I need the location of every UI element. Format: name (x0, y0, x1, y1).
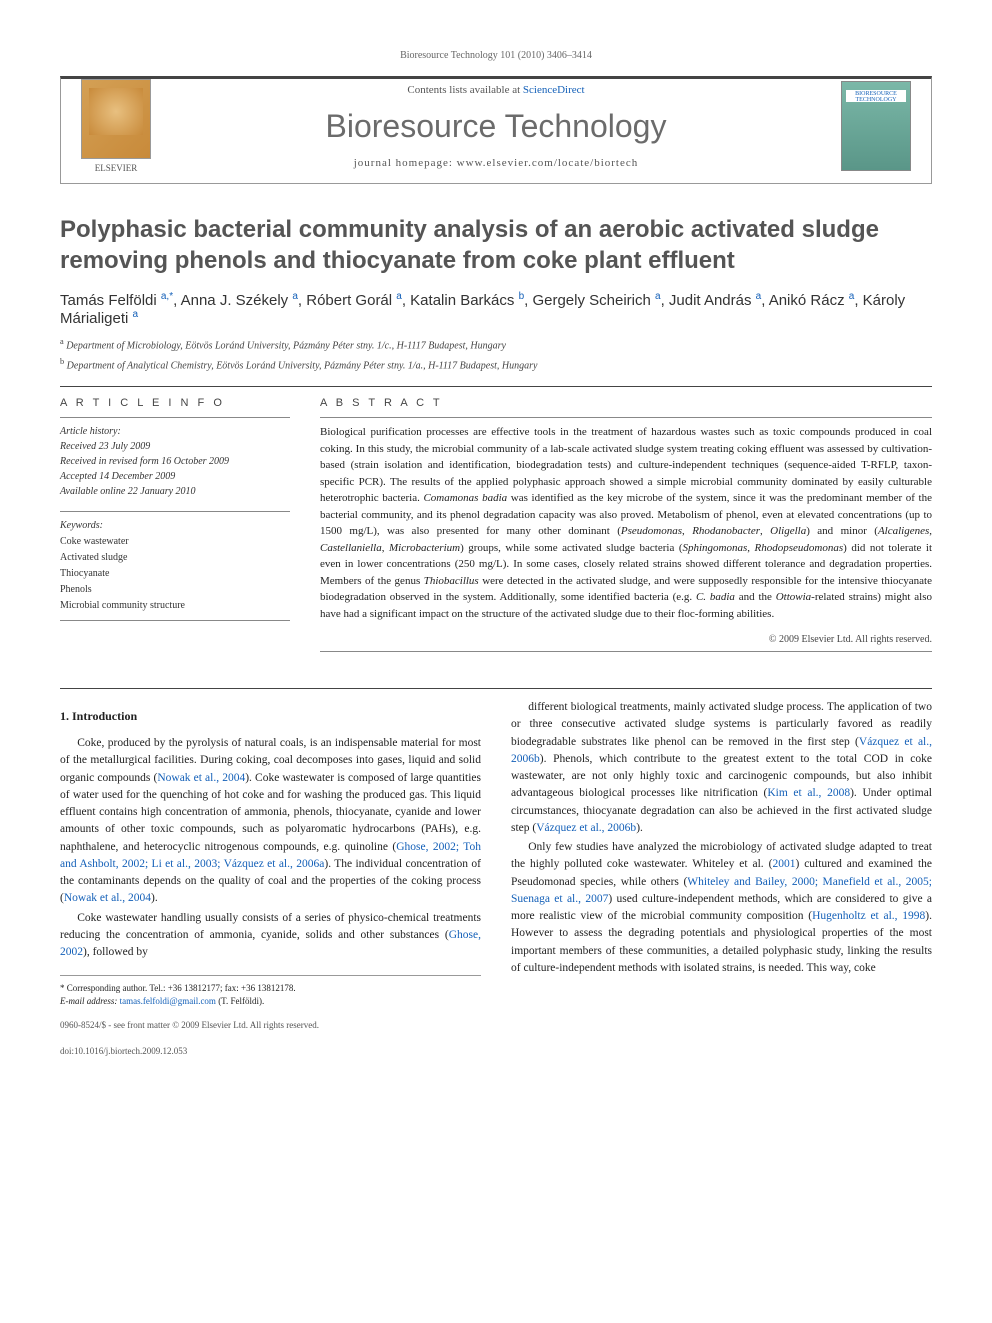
keyword: Phenols (60, 582, 290, 598)
journal-homepage: journal homepage: www.elsevier.com/locat… (151, 157, 841, 169)
elsevier-tree-icon (81, 79, 151, 159)
corr-author-line: * Corresponding author. Tel.: +36 138121… (60, 982, 481, 995)
abstract-heading: A B S T R A C T (320, 397, 932, 409)
history-line: Accepted 14 December 2009 (60, 469, 290, 484)
article-history: Article history: Received 23 July 2009 R… (60, 424, 290, 499)
journal-name: Bioresource Technology (151, 108, 841, 145)
history-line: Available online 22 January 2010 (60, 484, 290, 499)
body-column-left: 1. Introduction Coke, produced by the py… (60, 699, 481, 1058)
journal-cover-title: BIORESOURCE TECHNOLOGY (842, 91, 910, 103)
front-matter-line: 0960-8524/$ - see front matter © 2009 El… (60, 1019, 481, 1033)
author-list: Tamás Felföldi a,*, Anna J. Székely a, R… (60, 291, 932, 327)
homepage-url: www.elsevier.com/locate/biortech (457, 157, 639, 169)
journal-banner: ELSEVIER Contents lists available at Sci… (60, 76, 932, 184)
email-person: (T. Felföldi). (218, 996, 264, 1006)
abstract-divider (320, 651, 932, 652)
doi-line: doi:10.1016/j.biortech.2009.12.053 (60, 1045, 481, 1059)
journal-cover-thumbnail: BIORESOURCE TECHNOLOGY (841, 81, 911, 171)
affiliation-list: a Department of Microbiology, Eötvös Lor… (60, 337, 932, 371)
homepage-label: journal homepage: (354, 157, 457, 169)
article-info-heading: A R T I C L E I N F O (60, 397, 290, 409)
keyword: Thiocyanate (60, 566, 290, 582)
affiliation: b Department of Analytical Chemistry, Eö… (60, 357, 932, 371)
contents-text: Contents lists available at (407, 84, 522, 96)
publisher-logo-block: ELSEVIER (81, 79, 151, 173)
keywords-block: Keywords: Coke wastewater Activated slud… (60, 518, 290, 614)
history-line: Received in revised form 16 October 2009 (60, 454, 290, 469)
article-title: Polyphasic bacterial community analysis … (60, 214, 932, 276)
keyword: Coke wastewater (60, 534, 290, 550)
history-line: Received 23 July 2009 (60, 439, 290, 454)
affiliation: a Department of Microbiology, Eötvös Lor… (60, 337, 932, 351)
body-paragraph: Coke, produced by the pyrolysis of natur… (60, 735, 481, 908)
sciencedirect-link[interactable]: ScienceDirect (523, 84, 585, 96)
introduction-heading: 1. Introduction (60, 707, 481, 725)
contents-available-line: Contents lists available at ScienceDirec… (151, 84, 841, 96)
keyword: Microbial community structure (60, 598, 290, 614)
keyword: Activated sludge (60, 550, 290, 566)
running-head: Bioresource Technology 101 (2010) 3406–3… (60, 50, 932, 61)
body-paragraph: Coke wastewater handling usually consist… (60, 910, 481, 962)
abstract-divider (320, 417, 932, 418)
body-column-right: different biological treatments, mainly … (511, 699, 932, 1058)
section-divider (60, 386, 932, 387)
corresponding-email-link[interactable]: tamas.felfoldi@gmail.com (120, 996, 216, 1006)
abstract-copyright: © 2009 Elsevier Ltd. All rights reserved… (320, 634, 932, 645)
keywords-title: Keywords: (60, 518, 290, 534)
body-start-divider (60, 688, 932, 689)
abstract-text: Biological purification processes are ef… (320, 424, 932, 622)
history-title: Article history: (60, 424, 290, 439)
body-paragraph: different biological treatments, mainly … (511, 699, 932, 837)
publisher-name: ELSEVIER (81, 163, 151, 173)
email-label: E-mail address: (60, 996, 120, 1006)
body-paragraph: Only few studies have analyzed the micro… (511, 839, 932, 977)
info-divider (60, 511, 290, 512)
info-divider (60, 620, 290, 621)
info-divider (60, 417, 290, 418)
corresponding-author-footnote: * Corresponding author. Tel.: +36 138121… (60, 975, 481, 1007)
